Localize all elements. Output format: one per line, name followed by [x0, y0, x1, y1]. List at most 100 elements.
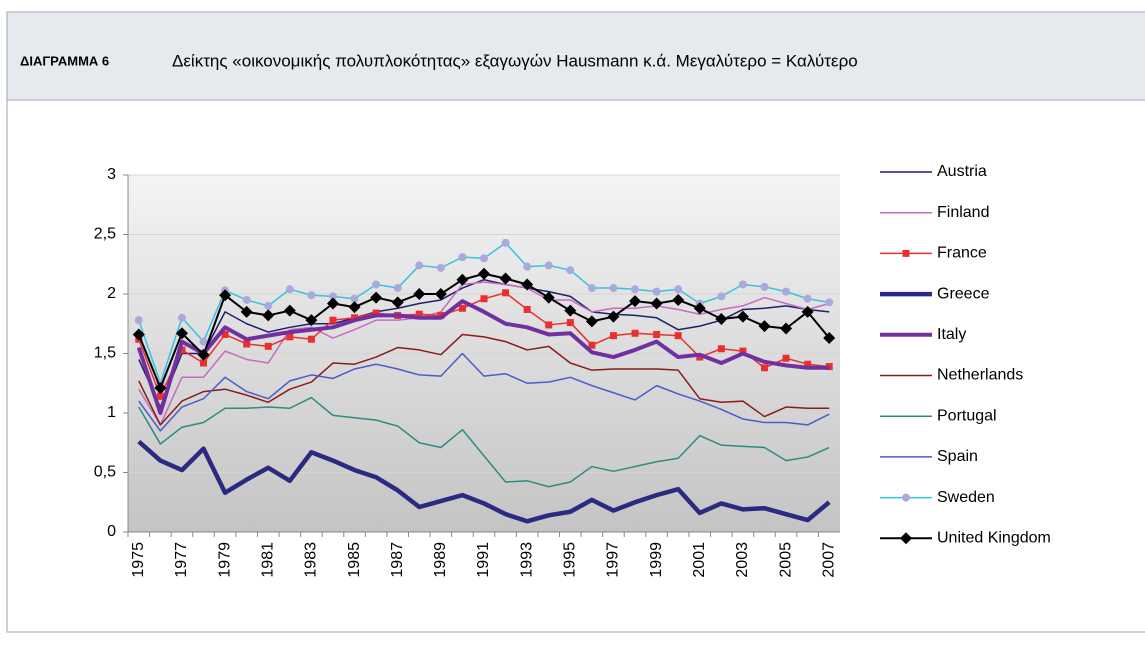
point-marker: [609, 284, 618, 293]
point-marker: [177, 313, 186, 322]
x-tick-label: 1993: [518, 542, 535, 578]
legend-label: United Kingdom: [937, 530, 1051, 547]
point-marker: [501, 238, 510, 247]
legend-label: Sweden: [937, 489, 995, 506]
point-marker: [523, 262, 532, 271]
point-marker: [760, 282, 769, 291]
point-marker: [696, 353, 704, 361]
series-line: [138, 281, 830, 426]
point-marker: [305, 314, 318, 327]
point-marker: [736, 310, 749, 323]
point-marker: [436, 263, 445, 272]
legend-marker: [902, 249, 910, 257]
x-tick-label: 1985: [346, 542, 363, 578]
point-marker: [609, 332, 617, 340]
point-marker: [564, 304, 577, 317]
point-marker: [240, 305, 253, 318]
point-marker: [328, 292, 337, 301]
point-marker: [456, 273, 469, 286]
legend-label: Netherlands: [937, 367, 1023, 384]
point-marker: [264, 301, 273, 310]
point-marker: [372, 280, 381, 289]
point-marker: [780, 322, 793, 335]
x-tick-label: 1987: [389, 542, 406, 578]
y-tick-label: 3: [107, 166, 116, 183]
point-marker: [672, 293, 685, 306]
point-marker: [629, 295, 642, 308]
x-tick-label: 1983: [303, 542, 320, 578]
point-marker: [350, 294, 359, 303]
x-tick-label: 1979: [216, 542, 233, 578]
y-tick-label: 1: [107, 404, 116, 421]
x-tick-label: 2003: [734, 542, 751, 578]
point-marker: [480, 254, 488, 263]
legend-label: Greece: [937, 285, 990, 302]
point-marker: [566, 266, 575, 275]
point-marker: [715, 312, 728, 325]
point-marker: [760, 364, 768, 372]
x-tick-label: 1999: [648, 542, 665, 578]
point-marker: [458, 304, 466, 312]
point-marker: [480, 295, 488, 303]
y-tick-label: 0,5: [94, 464, 116, 481]
point-marker: [307, 335, 315, 343]
point-marker: [587, 284, 596, 293]
point-marker: [178, 346, 186, 354]
point-marker: [391, 296, 404, 309]
point-marker: [502, 289, 510, 297]
y-tick-label: 2: [107, 285, 116, 302]
series-line: [137, 439, 831, 524]
point-marker: [415, 310, 423, 318]
point-marker: [801, 305, 814, 318]
x-tick-label: 1991: [475, 542, 492, 578]
point-marker: [803, 294, 812, 303]
point-marker: [588, 341, 596, 349]
point-marker: [607, 310, 620, 323]
point-marker: [219, 289, 232, 302]
point-marker: [566, 319, 574, 327]
point-marker: [372, 309, 380, 317]
point-marker: [650, 297, 663, 310]
legend-label: Austria: [937, 163, 987, 180]
series-line: [138, 333, 830, 426]
legend-label: France: [937, 245, 987, 262]
point-marker: [307, 291, 316, 300]
y-tick-label: 1,5: [94, 345, 116, 362]
series-line: [138, 352, 830, 432]
point-marker: [758, 320, 771, 333]
point-marker: [283, 304, 296, 317]
x-tick-label: 1975: [130, 542, 147, 578]
legend-marker: [902, 493, 910, 502]
point-marker: [242, 295, 251, 304]
x-tick-label: 2001: [691, 542, 708, 578]
point-marker: [542, 291, 555, 304]
point-marker: [739, 347, 747, 355]
point-marker: [631, 285, 640, 294]
y-tick-label: 2,5: [94, 226, 116, 243]
legend-marker: [900, 532, 912, 545]
point-marker: [499, 272, 512, 285]
point-marker: [717, 292, 726, 301]
point-marker: [156, 392, 164, 400]
x-tick-label: 2005: [777, 542, 794, 578]
x-tick-label: 1995: [562, 542, 579, 578]
legend-label: Finland: [937, 204, 989, 221]
point-marker: [717, 345, 725, 353]
point-marker: [199, 337, 208, 346]
legend-label: Portugal: [937, 407, 997, 424]
point-marker: [804, 360, 812, 368]
point-marker: [674, 332, 682, 340]
x-tick-label: 1981: [259, 542, 276, 578]
point-marker: [544, 261, 553, 270]
point-marker: [393, 284, 402, 293]
point-marker: [134, 316, 143, 325]
point-marker: [782, 287, 791, 296]
point-marker: [175, 327, 188, 340]
point-marker: [545, 321, 553, 329]
x-tick-label: 1977: [173, 542, 190, 578]
point-marker: [631, 329, 639, 337]
x-tick-label: 2007: [820, 542, 837, 578]
point-marker: [693, 302, 706, 315]
point-marker: [285, 285, 294, 294]
